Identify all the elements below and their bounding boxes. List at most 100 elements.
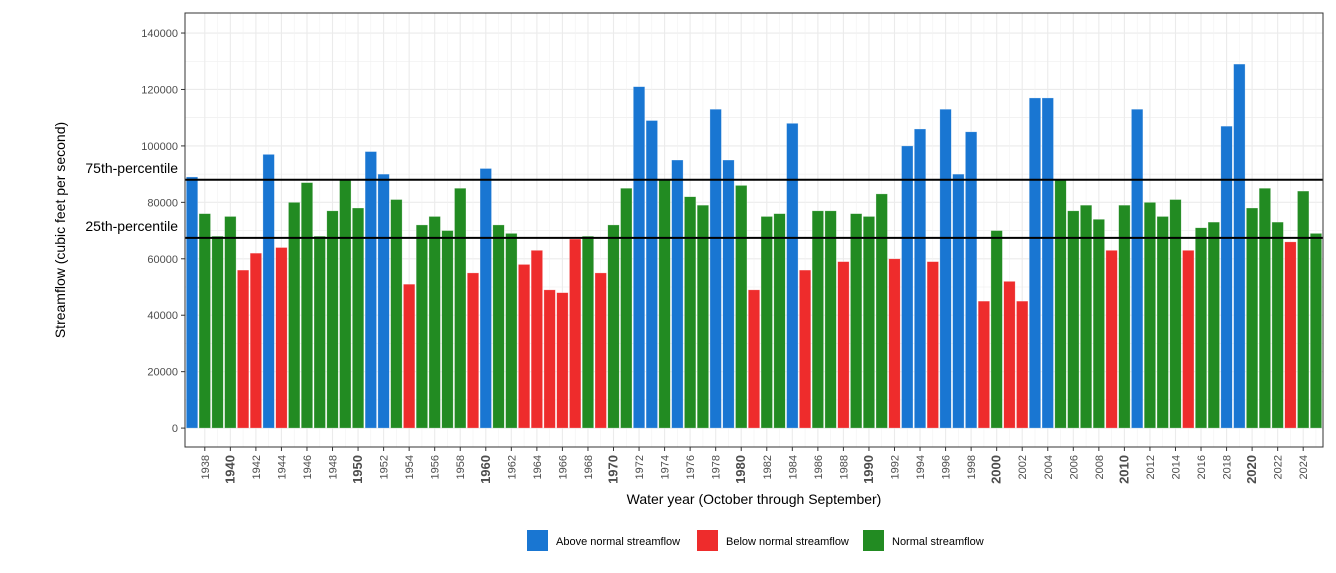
bar-1966 xyxy=(556,292,569,429)
bar-2001 xyxy=(1003,281,1016,429)
bar-2022 xyxy=(1271,221,1284,429)
bar-1951 xyxy=(364,151,377,429)
bar-1979 xyxy=(722,159,735,429)
bar-1984 xyxy=(786,123,799,429)
bar-1953 xyxy=(390,199,403,429)
bar-1968 xyxy=(581,235,595,429)
y-axis-title: Streamflow (cubic feet per second) xyxy=(52,122,68,338)
x-tick-label: 1966 xyxy=(557,455,569,479)
bar-2017 xyxy=(1207,221,1220,429)
x-tick-label: 1954 xyxy=(404,455,416,479)
bar-2010 xyxy=(1118,204,1131,429)
bar-1946 xyxy=(300,182,314,429)
bar-1969 xyxy=(594,272,607,429)
bar-1990 xyxy=(862,216,875,429)
bar-1978 xyxy=(709,108,722,429)
x-tick-label: 1976 xyxy=(685,455,697,479)
bar-1963 xyxy=(518,264,531,429)
bar-1986 xyxy=(811,210,824,429)
y-tick-label: 120000 xyxy=(141,84,178,96)
bar-1998 xyxy=(965,131,978,429)
x-tick-label: 1950 xyxy=(350,455,365,484)
x-tick-label: 2008 xyxy=(1094,455,1106,479)
reference-line-label: 25th-percentile xyxy=(85,218,178,234)
bar-1987 xyxy=(824,210,837,429)
bar-2003 xyxy=(1028,97,1042,429)
reference-line-label: 75th-percentile xyxy=(85,160,178,176)
x-tick-label: 1970 xyxy=(606,455,621,484)
bar-1962 xyxy=(505,233,518,429)
legend-swatch xyxy=(863,530,884,551)
bar-1939 xyxy=(211,235,224,429)
x-tick-label: 1946 xyxy=(302,455,314,479)
y-tick-label: 60000 xyxy=(147,254,178,266)
x-tick-label: 2010 xyxy=(1116,455,1131,484)
bar-1967 xyxy=(569,238,582,429)
bar-1976 xyxy=(684,196,697,429)
legend-label: Above normal streamflow xyxy=(556,536,680,548)
bar-1943 xyxy=(262,154,275,429)
x-tick-label: 1974 xyxy=(660,455,672,479)
reference-lines: 75th-percentile 25th-percentile xyxy=(85,160,1323,239)
x-tick-label: 1962 xyxy=(506,455,518,479)
bar-1959 xyxy=(466,272,480,429)
bar-2024 xyxy=(1297,190,1310,429)
bar-1994 xyxy=(913,128,927,429)
bar-2011 xyxy=(1131,108,1144,429)
y-axis: 0 20000 40000 60000 80000 100000 120000 140000 xyxy=(141,28,185,435)
bar-1958 xyxy=(454,187,467,429)
legend-swatch xyxy=(527,530,548,551)
bar-2021 xyxy=(1258,187,1271,429)
x-tick-label: 1988 xyxy=(838,455,850,479)
x-tick-label: 1960 xyxy=(478,455,493,484)
x-tick-label: 2006 xyxy=(1068,455,1080,479)
x-tick-label: 2000 xyxy=(989,455,1004,484)
legend-label: Normal streamflow xyxy=(892,536,984,548)
bar-1988 xyxy=(837,261,850,429)
x-tick-label: 1998 xyxy=(966,455,978,479)
legend-swatch xyxy=(697,530,718,551)
bar-1955 xyxy=(415,224,428,429)
bar-2012 xyxy=(1143,202,1156,429)
bar-1997 xyxy=(952,173,965,429)
bar-2020 xyxy=(1246,207,1259,429)
bar-2005 xyxy=(1054,179,1067,429)
x-tick-label: 2016 xyxy=(1196,455,1208,479)
x-tick-label: 1940 xyxy=(222,455,237,484)
y-tick-label: 140000 xyxy=(141,28,178,40)
bar-1965 xyxy=(543,289,556,429)
x-tick-label: 1968 xyxy=(583,455,595,479)
bar-1982 xyxy=(760,216,773,429)
bars xyxy=(185,63,1323,429)
x-tick-label: 1984 xyxy=(787,455,799,479)
x-tick-label: 1980 xyxy=(733,455,748,484)
bar-1999 xyxy=(977,300,990,429)
bar-1971 xyxy=(620,187,633,429)
bar-2007 xyxy=(1080,204,1093,429)
bar-2008 xyxy=(1092,218,1105,429)
y-tick-label: 20000 xyxy=(147,367,178,379)
x-tick-label: 2018 xyxy=(1222,455,1234,479)
bar-1980 xyxy=(735,185,748,429)
x-tick-label: 1952 xyxy=(379,455,391,479)
bar-2019 xyxy=(1233,63,1246,429)
y-tick-label: 40000 xyxy=(147,310,178,322)
x-tick-label: 2022 xyxy=(1273,455,1285,479)
y-tick-label: 100000 xyxy=(141,141,178,153)
x-tick-label: 2004 xyxy=(1043,455,1055,479)
bar-1993 xyxy=(901,145,914,429)
x-tick-label: 1958 xyxy=(455,455,467,479)
x-tick-label: 1964 xyxy=(532,455,544,479)
bar-1977 xyxy=(696,204,709,429)
x-tick-label: 2002 xyxy=(1017,455,1029,479)
x-tick-label: 1948 xyxy=(328,455,340,479)
bar-2004 xyxy=(1041,97,1054,429)
bar-1972 xyxy=(633,86,646,429)
bar-2016 xyxy=(1194,227,1208,429)
bar-2023 xyxy=(1284,241,1297,429)
bar-1983 xyxy=(773,213,786,429)
bar-1995 xyxy=(926,261,939,429)
legend-label: Below normal streamflow xyxy=(726,536,849,548)
x-axis-title: Water year (October through September) xyxy=(627,491,882,507)
